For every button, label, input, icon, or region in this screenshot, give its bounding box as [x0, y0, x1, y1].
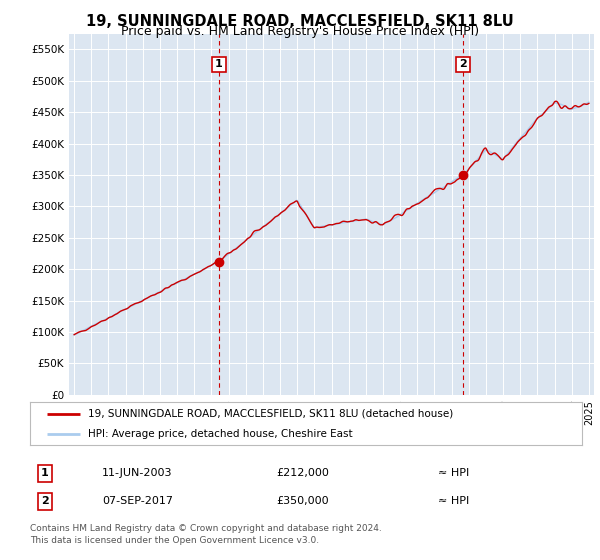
Text: 19, SUNNINGDALE ROAD, MACCLESFIELD, SK11 8LU: 19, SUNNINGDALE ROAD, MACCLESFIELD, SK11… [86, 14, 514, 29]
Text: Contains HM Land Registry data © Crown copyright and database right 2024.: Contains HM Land Registry data © Crown c… [30, 524, 382, 533]
Text: 2: 2 [459, 59, 467, 69]
Text: ≈ HPI: ≈ HPI [438, 468, 469, 478]
Text: 2: 2 [41, 496, 49, 506]
Text: 1: 1 [215, 59, 223, 69]
Text: £212,000: £212,000 [276, 468, 329, 478]
Text: 19, SUNNINGDALE ROAD, MACCLESFIELD, SK11 8LU (detached house): 19, SUNNINGDALE ROAD, MACCLESFIELD, SK11… [88, 409, 453, 419]
Text: HPI: Average price, detached house, Cheshire East: HPI: Average price, detached house, Ches… [88, 430, 353, 439]
Text: Price paid vs. HM Land Registry's House Price Index (HPI): Price paid vs. HM Land Registry's House … [121, 25, 479, 38]
Text: ≈ HPI: ≈ HPI [438, 496, 469, 506]
Text: 11-JUN-2003: 11-JUN-2003 [102, 468, 173, 478]
Text: This data is licensed under the Open Government Licence v3.0.: This data is licensed under the Open Gov… [30, 536, 319, 545]
Text: 07-SEP-2017: 07-SEP-2017 [102, 496, 173, 506]
Text: 1: 1 [41, 468, 49, 478]
Text: £350,000: £350,000 [276, 496, 329, 506]
